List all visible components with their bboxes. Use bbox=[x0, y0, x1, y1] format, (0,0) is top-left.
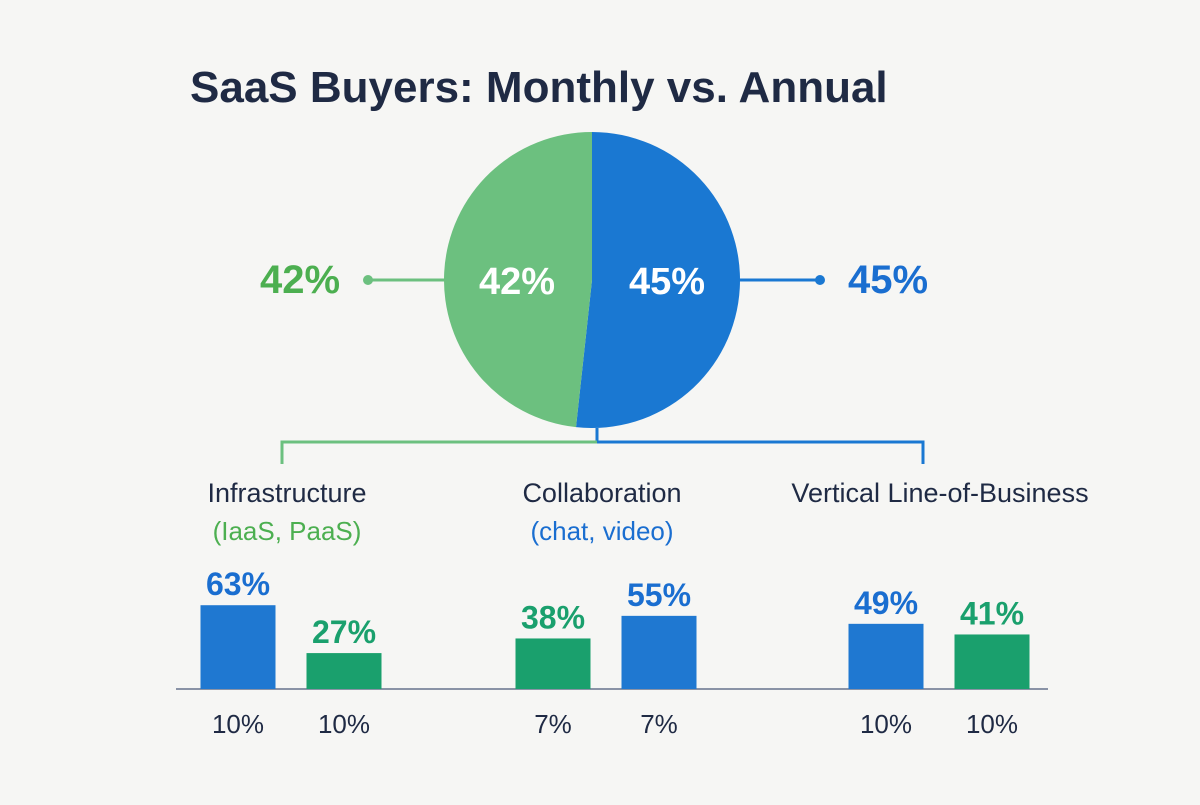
connector-left bbox=[280, 440, 597, 464]
callout-label-left: 42% bbox=[260, 258, 340, 302]
group-connectors bbox=[280, 428, 925, 464]
connector-right bbox=[597, 440, 925, 464]
bar-2-1 bbox=[954, 634, 1030, 689]
group-subtitle-0: (IaaS, PaaS) bbox=[213, 516, 362, 546]
bar-value-label-1-0: 38% bbox=[521, 599, 585, 635]
bar-value-label-1-1: 55% bbox=[627, 577, 691, 613]
callout-label-right: 45% bbox=[848, 258, 928, 302]
bar-0-0 bbox=[200, 605, 276, 689]
bar-bottom-label-1-0: 7% bbox=[534, 709, 572, 739]
bar-value-label-0-0: 63% bbox=[206, 566, 270, 602]
group-subtitle-1: (chat, video) bbox=[530, 516, 673, 546]
pie-slice-label-green: 42% bbox=[479, 261, 555, 303]
bar-1-0 bbox=[515, 638, 591, 689]
bar-bottom-label-2-1: 10% bbox=[966, 709, 1018, 739]
bar-chart: Infrastructure (IaaS, PaaS) 63% 10% 27% 10% Co… bbox=[176, 478, 1089, 739]
chart-title: SaaS Buyers: Monthly vs. Annual bbox=[190, 63, 888, 112]
bar-value-label-2-0: 49% bbox=[854, 585, 918, 621]
pie-slice-label-blue: 45% bbox=[629, 261, 705, 303]
pie-slice-0 bbox=[575, 132, 740, 428]
group-title-1: Collaboration bbox=[522, 478, 681, 508]
bar-bottom-label-0-0: 10% bbox=[212, 709, 264, 739]
bar-value-label-0-1: 27% bbox=[312, 614, 376, 650]
bar-0-1 bbox=[306, 653, 382, 689]
bar-bottom-label-1-1: 7% bbox=[640, 709, 678, 739]
pie-chart: 45% 42% 42% 45% bbox=[260, 132, 928, 428]
bar-bottom-label-2-0: 10% bbox=[860, 709, 912, 739]
callout-dot-right bbox=[815, 275, 825, 285]
pie-slice-1 bbox=[443, 132, 592, 428]
group-title-0: Infrastructure bbox=[207, 478, 366, 508]
group-title-2: Vertical Line-of-Business bbox=[791, 478, 1088, 508]
bar-2-0 bbox=[848, 623, 924, 689]
bar-bottom-label-0-1: 10% bbox=[318, 709, 370, 739]
callout-dot-left bbox=[363, 275, 373, 285]
bar-value-label-2-1: 41% bbox=[960, 595, 1024, 631]
bar-1-1 bbox=[621, 615, 697, 689]
